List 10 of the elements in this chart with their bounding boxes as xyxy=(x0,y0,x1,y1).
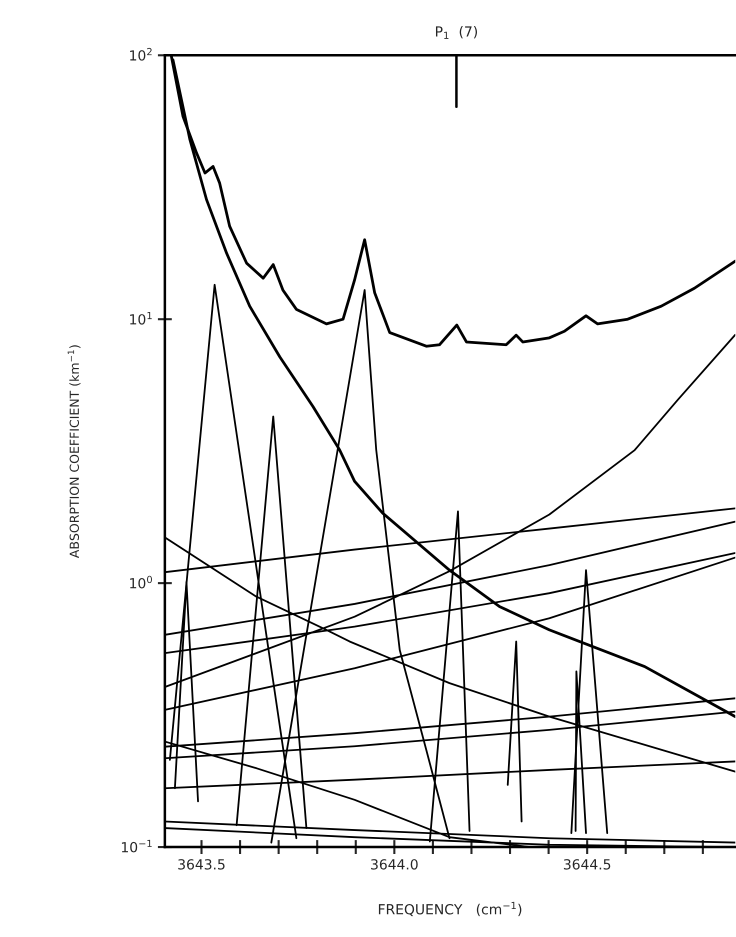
y-tick-label: 10$^{−1}$ xyxy=(122,840,152,852)
y-tick-label: 10$^{2}$ xyxy=(130,48,152,61)
x-axis-title: FREQUENCY (cm$^{−1}$) xyxy=(378,902,522,916)
x-tick-label: 3644.0 xyxy=(371,859,418,870)
x-tick-label: 3644.5 xyxy=(564,859,610,870)
y-tick-label: 10$^{1}$ xyxy=(130,312,152,325)
y-axis-title: ABSORPTION COEFFICIENT (km$^{−1}$) xyxy=(68,345,80,558)
y-tick-label: 10$^{0}$ xyxy=(130,576,152,588)
ref-line-label: P$_{1}$ (7) xyxy=(436,26,478,39)
x-tick-label: 3643.5 xyxy=(178,859,225,870)
